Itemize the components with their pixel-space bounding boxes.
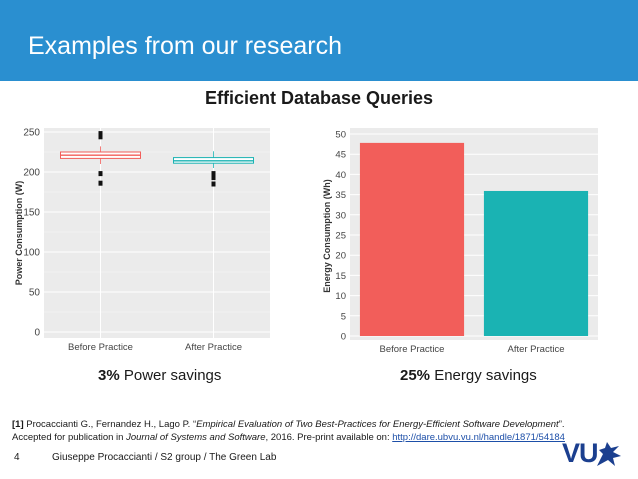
box-outlier-point bbox=[98, 134, 103, 140]
bar-chart-bar bbox=[483, 190, 589, 336]
box-chart-y-tick-label: 250 bbox=[23, 128, 40, 139]
power-savings-label: Power savings bbox=[119, 367, 222, 384]
vu-griffin-icon bbox=[597, 442, 621, 466]
slide-subtitle: Efficient Database Queries bbox=[204, 88, 434, 108]
bar-chart-x-tick-label: Before Practice bbox=[380, 344, 445, 355]
box-outlier-point bbox=[211, 171, 216, 177]
bar-chart-y-tick-label: 10 bbox=[335, 291, 346, 302]
bar-chart-y-tick-label: 30 bbox=[335, 210, 346, 221]
power-savings-percent: 3% bbox=[98, 367, 120, 384]
box-chart-y-tick-label: 0 bbox=[34, 328, 40, 339]
bar-chart-y-axis-label: Energy Consumption (Wh) bbox=[322, 179, 332, 293]
reference-line-1: [1] Procaccianti G., Fernandez H., Lago … bbox=[12, 419, 565, 430]
box-chart-y-tick-label: 50 bbox=[29, 288, 41, 299]
bar-chart-y-tick-label: 15 bbox=[335, 271, 346, 282]
box-chart-y-tick-label: 100 bbox=[23, 248, 40, 259]
reference-line2-prefix: Accepted for publication in bbox=[12, 432, 127, 443]
box-chart-y-axis-label: Power Consumption (W) bbox=[14, 181, 24, 286]
slide-header: Examples from our research bbox=[0, 0, 638, 81]
reference-line-2: Accepted for publication in Journal of S… bbox=[12, 432, 565, 443]
box-chart-x-tick-label: After Practice bbox=[185, 342, 242, 353]
reference-title-end: ”. bbox=[558, 419, 565, 430]
power-savings-caption: 3% Power savings bbox=[98, 367, 221, 384]
footer-text: Giuseppe Procaccianti / S2 group / The G… bbox=[52, 452, 277, 463]
reference-line2-mid: , 2016. Pre-print available on: bbox=[265, 432, 393, 443]
bar-chart-y-tick-label: 50 bbox=[335, 130, 346, 141]
bar-chart-y-tick-label: 40 bbox=[335, 170, 346, 181]
vu-logo-text: VU bbox=[562, 438, 599, 468]
box-outlier-point bbox=[98, 131, 103, 137]
bar-chart-bar bbox=[359, 142, 465, 336]
vu-logo: VU bbox=[562, 438, 599, 469]
energy-savings-label: Energy savings bbox=[430, 367, 537, 384]
slide-footer: 4 Giuseppe Procaccianti / S2 group / The … bbox=[14, 452, 276, 463]
energy-savings-caption: 25% Energy savings bbox=[400, 367, 537, 384]
bar-chart-y-tick-label: 0 bbox=[341, 332, 346, 343]
box-outlier-point bbox=[98, 180, 103, 186]
bar-chart-y-tick-label: 25 bbox=[335, 231, 346, 242]
box-outlier-point bbox=[211, 175, 216, 181]
bar-chart-y-tick-label: 5 bbox=[341, 311, 346, 322]
bar-chart: 0 5 10 15 20 25 30 35 40 45 50 Before Practice After… bbox=[322, 128, 598, 355]
slide-title: Examples from our research bbox=[28, 32, 343, 60]
bar-chart-x-tick-label: After Practice bbox=[507, 344, 564, 355]
box-outlier-point bbox=[98, 171, 103, 177]
box-chart: 0 50 100 150 200 250 Before Practice After Prac… bbox=[14, 128, 270, 353]
reference-title: Empirical Evaluation of Two Best-Practic… bbox=[196, 419, 559, 430]
box-chart-x-tick-label: Before Practice bbox=[68, 342, 133, 353]
reference-journal: Journal of Systems and Software bbox=[126, 432, 266, 443]
bar-chart-y-tick-label: 20 bbox=[335, 251, 346, 262]
page-number: 4 bbox=[14, 452, 20, 463]
reference-authors: Procaccianti G., Fernandez H., Lago P. “ bbox=[23, 419, 197, 430]
box-chart-y-tick-label: 200 bbox=[23, 168, 40, 179]
box-outlier-point bbox=[211, 181, 216, 187]
bar-chart-y-tick-label: 35 bbox=[335, 190, 346, 201]
energy-savings-percent: 25% bbox=[400, 367, 431, 384]
reference-marker: [1] bbox=[12, 419, 24, 430]
bar-chart-y-tick-label: 45 bbox=[335, 150, 346, 161]
reference-url-link[interactable]: http://dare.ubvu.vu.nl/handle/1871/54184 bbox=[392, 432, 565, 443]
box-chart-y-tick-label: 150 bbox=[23, 208, 40, 219]
